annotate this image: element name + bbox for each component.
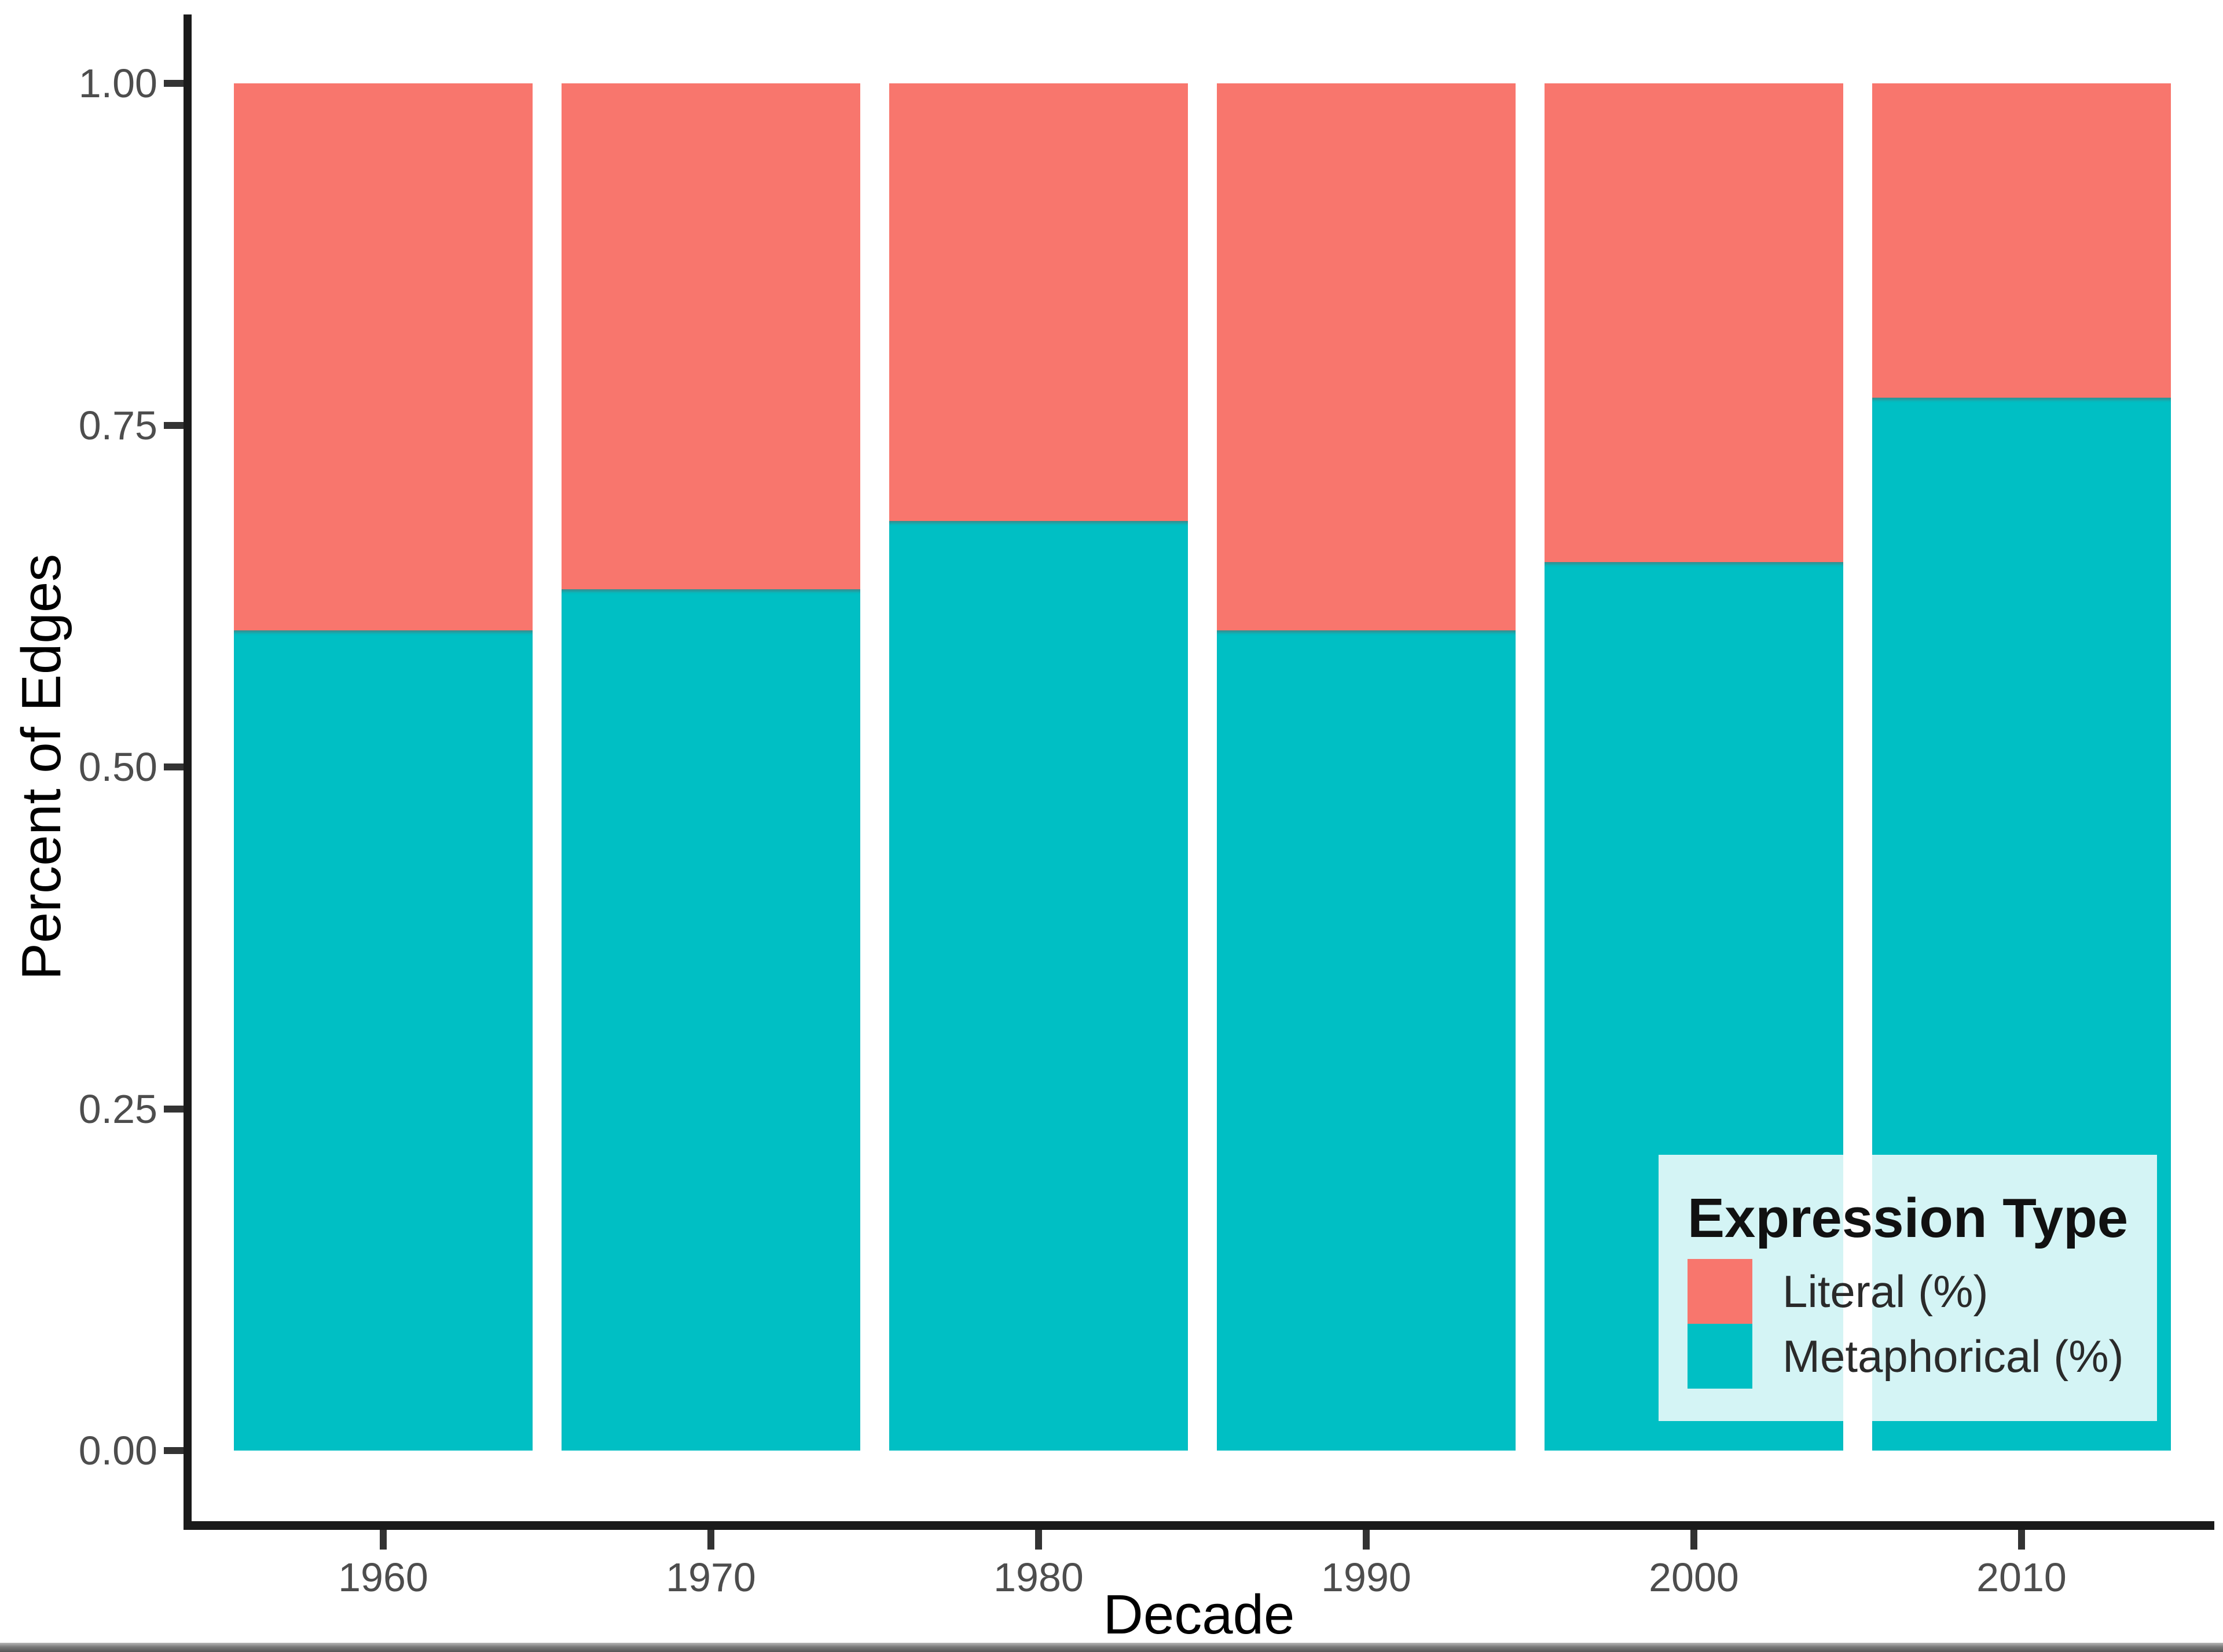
window-bottom-edge (0, 1643, 2223, 1652)
y-axis-title: Percent of Edges (10, 553, 72, 981)
y-tick-label-0.25: 0.25 (78, 1086, 157, 1132)
legend-title: Expression Type (1688, 1187, 2129, 1249)
x-tick-1970 (707, 1530, 714, 1550)
x-axis-line (184, 1521, 2214, 1530)
y-tick-label-0.00: 0.00 (78, 1428, 157, 1473)
y-tick-0.25 (164, 1105, 184, 1113)
bar-1960 (234, 83, 533, 1451)
x-tick-label-1990: 1990 (1321, 1555, 1411, 1600)
y-tick-0.75 (164, 421, 184, 429)
y-axis-line (184, 14, 192, 1530)
legend-item-metaphorical: Metaphorical (%) (1688, 1324, 2128, 1389)
bar-segment-1980-literal (889, 83, 1188, 521)
x-tick-label-1970: 1970 (666, 1555, 756, 1600)
x-tick-label-2010: 2010 (1976, 1555, 2067, 1600)
x-axis-title: Decade (1103, 1584, 1295, 1646)
y-tick-label-0.75: 0.75 (78, 402, 157, 448)
x-tick-label-2000: 2000 (1649, 1555, 1739, 1600)
y-tick-0.50 (164, 763, 184, 770)
bar-segment-1960-literal (234, 83, 533, 630)
legend-swatch-metaphorical (1688, 1324, 1752, 1389)
legend: Expression Type Literal (%) Metaphorical… (1659, 1155, 2157, 1421)
y-tick-label-0.50: 0.50 (78, 744, 157, 790)
x-tick-label-1980: 1980 (993, 1555, 1084, 1600)
y-tick-0.00 (164, 1447, 184, 1454)
y-tick-label-1.00: 1.00 (78, 61, 157, 106)
bar-segment-1990-metaphorical (1217, 630, 1516, 1451)
x-tick-1980 (1035, 1530, 1042, 1550)
x-tick-1990 (1363, 1530, 1370, 1550)
x-tick-1960 (380, 1530, 387, 1550)
bar-segment-1990-literal (1217, 83, 1516, 630)
x-tick-2000 (1690, 1530, 1697, 1550)
bar-segment-2010-literal (1872, 83, 2171, 398)
bar-segment-2000-literal (1545, 83, 1843, 562)
y-tick-1.00 (164, 80, 184, 87)
bar-segment-1970-literal (562, 83, 860, 589)
legend-label-literal: Literal (%) (1782, 1266, 1989, 1317)
bar-segment-1980-metaphorical (889, 520, 1188, 1451)
legend-swatch-literal (1688, 1259, 1752, 1324)
bar-segment-1970-metaphorical (562, 589, 860, 1451)
legend-item-literal: Literal (%) (1688, 1259, 2128, 1324)
bar-1970 (562, 83, 860, 1451)
bar-1980 (889, 83, 1188, 1451)
bar-1990 (1217, 83, 1516, 1451)
x-tick-2010 (2018, 1530, 2025, 1550)
x-tick-label-1960: 1960 (338, 1555, 428, 1600)
legend-label-metaphorical: Metaphorical (%) (1782, 1331, 2124, 1382)
bar-segment-1960-metaphorical (234, 630, 533, 1451)
